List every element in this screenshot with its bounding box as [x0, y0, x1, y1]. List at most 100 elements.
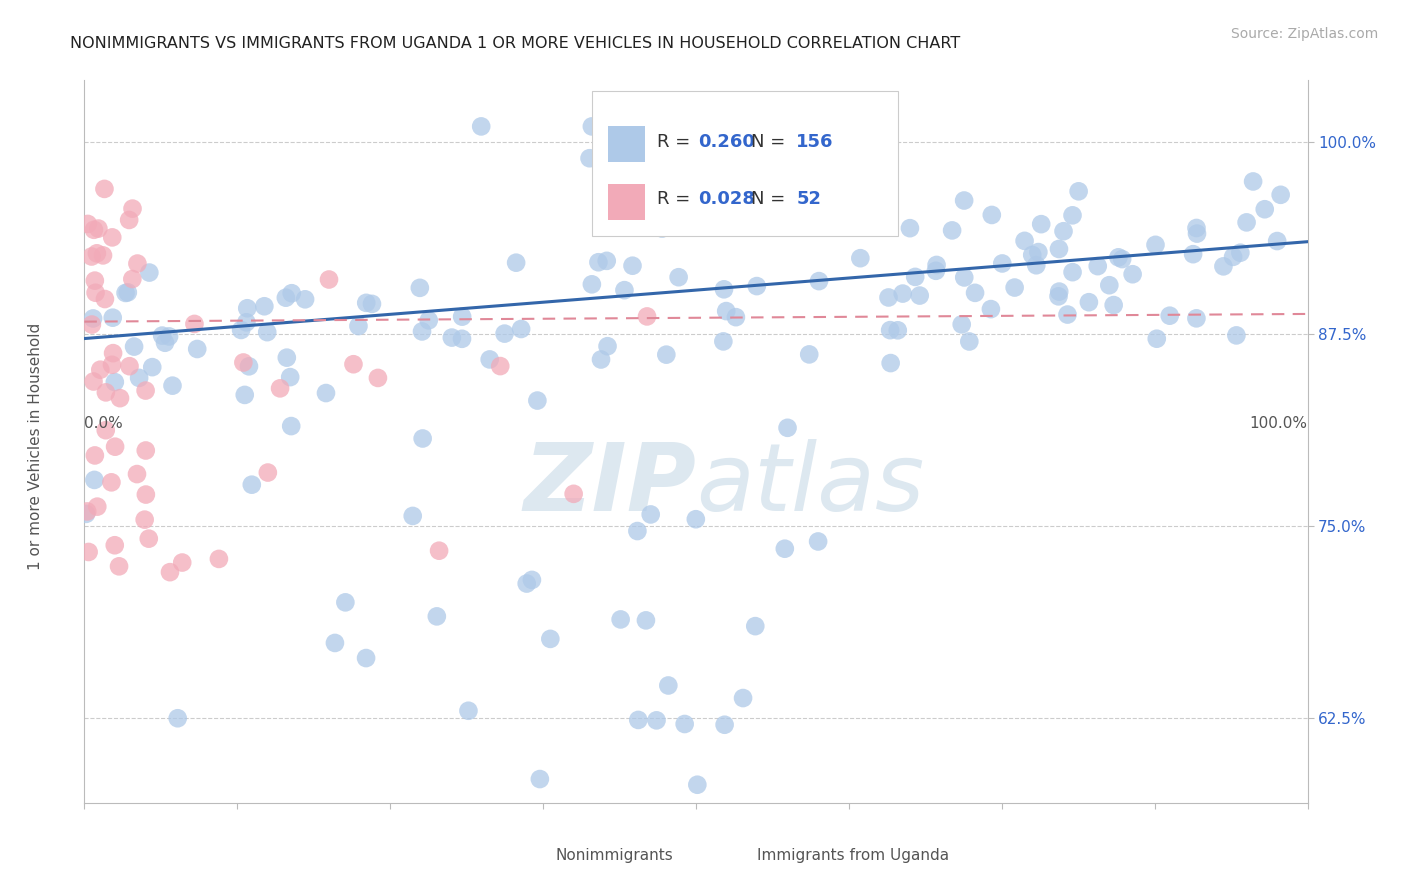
Point: [735, 120, 758, 134]
Text: ZIP: ZIP: [523, 439, 696, 531]
Point: [238, 359, 260, 374]
Point: [904, 269, 927, 284]
Point: [141, 360, 163, 375]
Point: [114, 285, 136, 300]
Point: [318, 272, 340, 286]
Point: [1047, 285, 1070, 299]
Point: [1159, 309, 1181, 323]
Point: [83, 223, 105, 237]
Point: [898, 221, 921, 235]
Point: [100, 475, 122, 490]
Point: [451, 310, 474, 324]
Text: R =: R =: [657, 191, 696, 209]
Point: [83, 375, 105, 389]
Point: [186, 342, 208, 356]
Point: [505, 255, 527, 269]
Point: [1098, 278, 1121, 293]
Text: R =: R =: [657, 133, 696, 151]
Point: [1241, 174, 1264, 188]
Point: [1185, 227, 1208, 241]
Point: [108, 391, 131, 405]
Point: [315, 386, 337, 401]
Point: [257, 466, 280, 480]
Point: [562, 487, 585, 501]
Point: [1236, 215, 1258, 229]
Point: [1021, 248, 1043, 262]
Point: [724, 310, 747, 325]
Point: [1270, 187, 1292, 202]
Point: [94, 292, 117, 306]
Point: [121, 202, 143, 216]
Point: [280, 286, 302, 301]
Point: [1047, 289, 1070, 303]
Bar: [607, 184, 644, 219]
Point: [240, 477, 263, 491]
Point: [626, 524, 648, 538]
Point: [409, 281, 432, 295]
Point: [588, 255, 610, 269]
Point: [668, 270, 690, 285]
Text: 0.028: 0.028: [699, 191, 755, 209]
Point: [596, 339, 619, 353]
Point: [80, 318, 103, 332]
Point: [1212, 260, 1234, 274]
Point: [1025, 258, 1047, 272]
Point: [578, 151, 600, 165]
Point: [104, 538, 127, 552]
Point: [640, 508, 662, 522]
Point: [773, 541, 796, 556]
Point: [135, 487, 157, 501]
Point: [440, 330, 463, 344]
Point: [91, 248, 114, 262]
Point: [323, 636, 346, 650]
Point: [150, 328, 173, 343]
Point: [1056, 308, 1078, 322]
Text: Immigrants from Uganda: Immigrants from Uganda: [758, 848, 949, 863]
Point: [104, 375, 127, 389]
Point: [134, 513, 156, 527]
Point: [673, 717, 696, 731]
Point: [101, 310, 124, 325]
Point: [361, 297, 384, 311]
Point: [685, 512, 707, 526]
Point: [135, 384, 157, 398]
Point: [776, 421, 799, 435]
Point: [427, 543, 450, 558]
Point: [953, 270, 976, 285]
Point: [1122, 267, 1144, 281]
Point: [278, 370, 301, 384]
Point: [108, 559, 131, 574]
Point: [76, 217, 98, 231]
Point: [1222, 250, 1244, 264]
Point: [451, 332, 474, 346]
Point: [402, 508, 425, 523]
Point: [1144, 237, 1167, 252]
Point: [101, 230, 124, 244]
Text: Nonimmigrants: Nonimmigrants: [555, 848, 673, 863]
Point: [83, 449, 105, 463]
Point: [269, 381, 291, 395]
Point: [879, 323, 901, 337]
Point: [908, 288, 931, 302]
Point: [1182, 247, 1205, 261]
Point: [953, 194, 976, 208]
Point: [256, 325, 278, 339]
Point: [470, 120, 492, 134]
Point: [135, 443, 157, 458]
Point: [980, 208, 1002, 222]
Point: [93, 182, 115, 196]
Point: [957, 334, 980, 349]
Point: [1265, 234, 1288, 248]
Point: [965, 285, 987, 300]
Point: [745, 279, 768, 293]
Point: [478, 352, 501, 367]
Point: [950, 318, 973, 332]
Point: [412, 432, 434, 446]
Point: [1047, 242, 1070, 256]
Point: [294, 293, 316, 307]
Text: 156: 156: [796, 133, 834, 151]
Point: [86, 500, 108, 514]
Point: [233, 388, 256, 402]
Point: [1028, 245, 1050, 260]
Point: [127, 256, 149, 270]
